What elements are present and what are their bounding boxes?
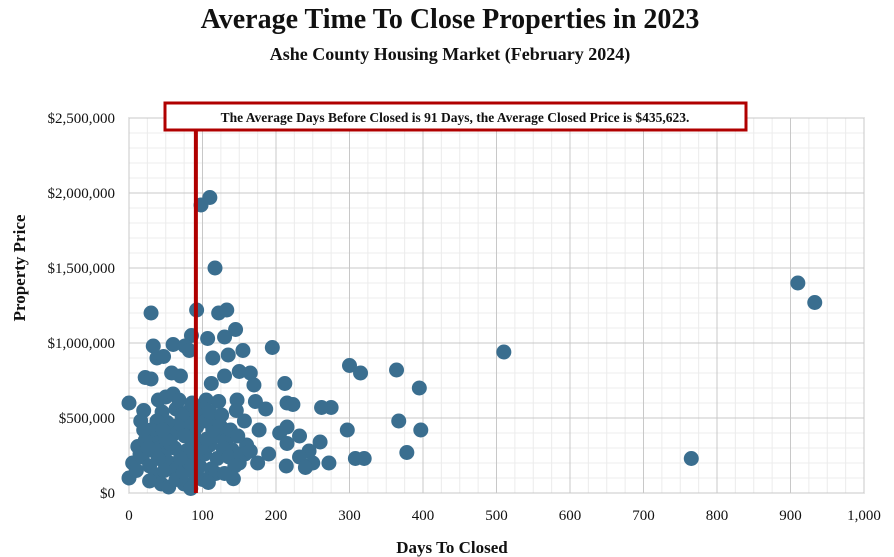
y-tick-labels: $0 $500,000 $1,000,000 $1,500,000 $2,000,000… bbox=[48, 111, 116, 502]
data-point bbox=[683, 451, 699, 466]
x-tick-label: 0 bbox=[125, 508, 133, 524]
y-axis-label: Property Price bbox=[10, 214, 29, 321]
data-point bbox=[228, 403, 244, 418]
data-point bbox=[496, 344, 512, 360]
data-point bbox=[142, 473, 158, 489]
data-point bbox=[143, 305, 159, 321]
y-tick-label: $1,500,000 bbox=[48, 261, 116, 277]
data-point bbox=[217, 329, 233, 345]
data-point bbox=[156, 349, 172, 364]
data-point bbox=[250, 455, 266, 471]
data-point bbox=[279, 419, 295, 435]
data-point bbox=[200, 331, 216, 346]
data-point bbox=[411, 380, 427, 396]
data-point bbox=[211, 394, 227, 409]
data-point bbox=[230, 428, 246, 444]
data-point bbox=[203, 376, 219, 391]
data-point bbox=[242, 365, 258, 381]
data-point bbox=[353, 365, 369, 381]
data-point bbox=[217, 368, 233, 384]
data-point bbox=[292, 428, 308, 444]
data-point bbox=[258, 401, 274, 417]
data-point bbox=[251, 422, 267, 438]
data-point bbox=[235, 343, 251, 358]
data-point bbox=[285, 397, 301, 412]
data-point bbox=[807, 295, 823, 310]
data-point bbox=[177, 428, 193, 444]
x-tick-label: 800 bbox=[706, 508, 729, 524]
x-tick-label: 300 bbox=[338, 508, 361, 524]
data-point bbox=[156, 463, 172, 478]
data-points bbox=[121, 190, 823, 496]
data-point bbox=[264, 340, 280, 355]
data-point bbox=[214, 407, 230, 423]
data-point bbox=[219, 302, 235, 318]
data-point bbox=[145, 338, 161, 354]
data-point bbox=[128, 463, 144, 478]
x-tick-label: 700 bbox=[632, 508, 655, 524]
data-point bbox=[261, 446, 277, 462]
x-tick-label: 1,000 bbox=[847, 508, 881, 524]
data-point bbox=[133, 413, 149, 429]
data-point bbox=[121, 395, 137, 411]
y-tick-label: $0 bbox=[100, 486, 115, 502]
data-point bbox=[339, 422, 355, 438]
data-point bbox=[140, 440, 156, 456]
x-tick-label: 400 bbox=[412, 508, 435, 524]
data-point bbox=[228, 322, 244, 337]
x-tick-label: 900 bbox=[779, 508, 802, 524]
data-point bbox=[356, 451, 372, 466]
data-point bbox=[790, 275, 806, 291]
annotation-text: The Average Days Before Closed is 91 Day… bbox=[221, 110, 690, 125]
data-point bbox=[279, 436, 295, 451]
data-point bbox=[391, 413, 407, 429]
x-tick-label: 100 bbox=[191, 508, 214, 524]
chart-title: Average Time To Close Properties in 2023 bbox=[201, 4, 700, 35]
x-axis-label: Days To Closed bbox=[396, 538, 508, 557]
x-tick-label: 200 bbox=[265, 508, 288, 524]
x-tick-label: 600 bbox=[559, 508, 582, 524]
data-point bbox=[181, 343, 197, 358]
data-point bbox=[205, 350, 221, 366]
data-point bbox=[202, 404, 218, 420]
chart-subtitle: Ashe County Housing Market (February 202… bbox=[270, 44, 631, 65]
data-point bbox=[171, 392, 187, 408]
y-tick-label: $2,500,000 bbox=[48, 111, 116, 127]
data-point bbox=[247, 394, 263, 409]
data-point bbox=[246, 377, 262, 393]
y-tick-label: $2,000,000 bbox=[48, 186, 116, 202]
data-point bbox=[207, 260, 223, 276]
data-point bbox=[143, 371, 159, 387]
data-point bbox=[236, 413, 252, 429]
data-point bbox=[227, 458, 243, 474]
data-point bbox=[242, 443, 258, 459]
y-tick-label: $500,000 bbox=[59, 411, 115, 427]
y-tick-label: $1,000,000 bbox=[48, 336, 116, 352]
data-point bbox=[155, 422, 171, 438]
data-point bbox=[278, 458, 294, 474]
x-tick-labels: 0 100 200 300 400 500 600 700 800 900 1,000 bbox=[125, 508, 881, 524]
data-point bbox=[220, 347, 236, 363]
data-point bbox=[321, 455, 337, 471]
data-point bbox=[200, 475, 216, 490]
data-point bbox=[399, 445, 415, 460]
data-point bbox=[164, 365, 180, 381]
data-point bbox=[217, 466, 233, 481]
x-tick-label: 500 bbox=[485, 508, 508, 524]
data-point bbox=[165, 337, 181, 352]
data-point bbox=[297, 460, 313, 475]
data-point bbox=[277, 376, 293, 391]
data-point bbox=[413, 422, 429, 438]
annotation-box: The Average Days Before Closed is 91 Day… bbox=[163, 101, 748, 132]
data-point bbox=[389, 362, 405, 378]
data-point bbox=[342, 358, 357, 373]
data-point bbox=[323, 400, 339, 415]
data-point bbox=[312, 434, 328, 450]
data-point bbox=[231, 364, 247, 379]
